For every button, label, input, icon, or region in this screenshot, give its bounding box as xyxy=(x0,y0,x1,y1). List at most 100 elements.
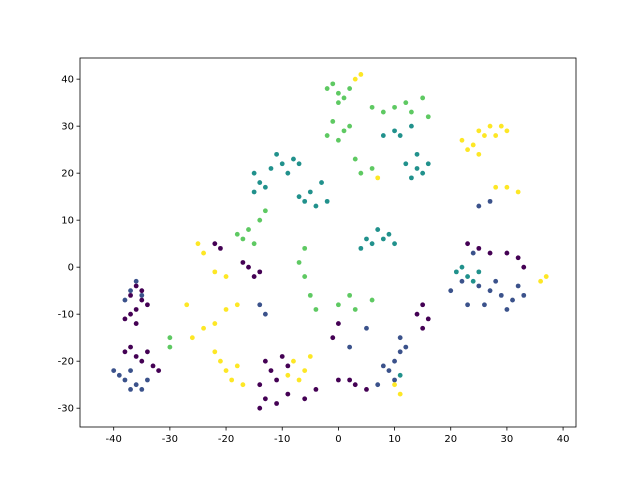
point xyxy=(274,377,280,383)
point xyxy=(403,344,409,350)
point xyxy=(352,382,358,388)
point xyxy=(240,382,246,388)
point xyxy=(262,396,268,402)
point xyxy=(425,316,431,322)
point xyxy=(313,386,319,392)
point xyxy=(251,189,257,195)
point xyxy=(380,236,386,242)
point xyxy=(116,372,122,378)
point xyxy=(285,372,291,378)
point xyxy=(246,264,251,270)
point xyxy=(347,86,353,91)
point xyxy=(302,396,308,402)
point xyxy=(128,288,133,294)
point xyxy=(128,292,133,298)
point xyxy=(133,321,139,326)
point xyxy=(212,241,218,247)
point xyxy=(397,349,403,355)
point xyxy=(498,292,504,298)
y-tick-label: 30 xyxy=(61,122,74,133)
point xyxy=(195,241,201,247)
point xyxy=(420,302,426,308)
point xyxy=(515,189,521,195)
point xyxy=(397,391,403,397)
point xyxy=(122,377,128,383)
point xyxy=(274,401,280,406)
point xyxy=(482,302,487,308)
point xyxy=(257,382,263,388)
point xyxy=(324,133,330,138)
point xyxy=(201,325,206,331)
point xyxy=(150,363,156,369)
point xyxy=(352,76,358,82)
point xyxy=(386,231,392,237)
y-tick-label: 0 xyxy=(68,263,74,274)
point xyxy=(324,198,330,204)
point xyxy=(504,184,510,190)
point xyxy=(358,245,364,251)
point xyxy=(167,344,173,350)
x-tick-label: 10 xyxy=(388,434,401,445)
point xyxy=(369,166,375,171)
point xyxy=(291,358,296,364)
point xyxy=(133,283,139,289)
point xyxy=(493,133,499,138)
point xyxy=(470,250,476,256)
point xyxy=(145,302,150,308)
point xyxy=(465,241,470,247)
point xyxy=(285,363,291,369)
point xyxy=(122,297,128,303)
point xyxy=(133,307,139,312)
point xyxy=(279,354,285,359)
point xyxy=(425,114,431,120)
point xyxy=(251,274,257,279)
point xyxy=(145,377,150,383)
point xyxy=(111,368,117,373)
point xyxy=(493,184,499,190)
point xyxy=(515,255,521,261)
point xyxy=(307,292,313,298)
point xyxy=(380,363,386,369)
point xyxy=(279,161,285,167)
point xyxy=(414,151,420,157)
x-tick-label: -20 xyxy=(218,434,234,445)
point xyxy=(234,231,240,237)
point xyxy=(482,133,487,138)
point xyxy=(358,170,364,176)
point xyxy=(487,123,493,129)
point xyxy=(453,269,459,275)
point xyxy=(347,377,353,383)
point xyxy=(504,250,510,256)
point xyxy=(425,161,431,167)
point xyxy=(302,274,308,279)
point xyxy=(223,368,229,373)
point xyxy=(498,123,504,129)
point xyxy=(218,245,223,251)
point xyxy=(139,292,145,298)
point xyxy=(375,382,381,388)
point xyxy=(212,269,218,275)
point xyxy=(465,147,470,153)
point xyxy=(296,377,302,383)
point xyxy=(521,264,527,270)
point xyxy=(341,128,347,134)
point xyxy=(262,184,268,190)
point xyxy=(347,123,353,129)
point xyxy=(218,358,223,364)
point xyxy=(302,245,308,251)
point xyxy=(448,288,454,294)
y-tick-label: 10 xyxy=(61,216,74,227)
point xyxy=(392,358,397,364)
point xyxy=(459,137,465,143)
point xyxy=(465,274,470,279)
point xyxy=(392,128,397,134)
point xyxy=(184,302,190,308)
point xyxy=(397,372,403,378)
point xyxy=(515,283,521,289)
point xyxy=(212,349,218,355)
point xyxy=(296,194,302,200)
point xyxy=(487,250,493,256)
point xyxy=(139,288,145,294)
point xyxy=(274,151,280,157)
point xyxy=(268,368,274,373)
